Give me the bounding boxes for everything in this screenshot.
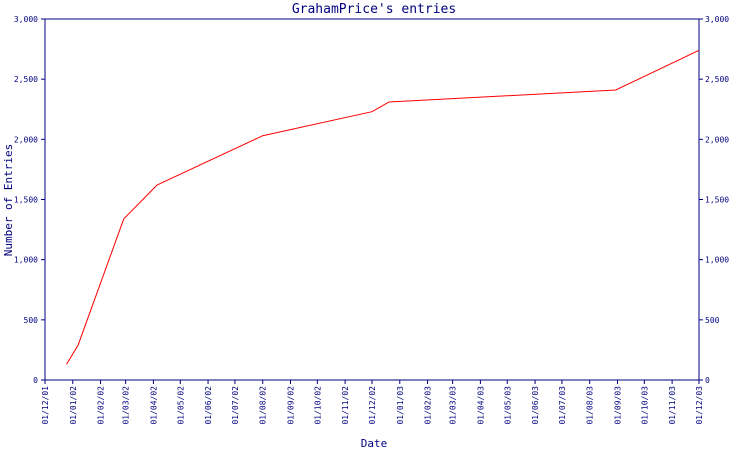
y-tick-label-right: 2,000 xyxy=(705,135,729,144)
x-tick-label: 01/10/02 xyxy=(313,386,322,425)
y-tick-label-right: 2,500 xyxy=(705,75,729,84)
y-tick-label-right: 0 xyxy=(705,376,710,385)
y-tick-label-right: 1,500 xyxy=(705,196,729,205)
x-tick-label: 01/06/02 xyxy=(204,386,213,425)
x-tick-label: 01/05/02 xyxy=(176,386,185,425)
x-tick-label: 01/03/02 xyxy=(122,386,131,425)
x-tick-label: 01/09/02 xyxy=(286,386,295,425)
y-tick-label-left: 2,500 xyxy=(14,75,38,84)
x-tick-label: 01/07/03 xyxy=(558,386,567,425)
x-tick-label: 01/12/03 xyxy=(695,386,704,425)
x-tick-label: 01/12/02 xyxy=(368,386,377,425)
x-tick-label: 01/05/03 xyxy=(503,386,512,425)
y-tick-label-right: 500 xyxy=(705,316,720,325)
x-tick-label: 01/09/03 xyxy=(613,386,622,425)
y-tick-label-left: 1,000 xyxy=(14,256,38,265)
x-tick-label: 01/08/02 xyxy=(259,386,268,425)
y-tick-label-left: 500 xyxy=(24,316,39,325)
y-axis-label: Number of Entries xyxy=(2,144,15,257)
x-tick-label: 01/11/02 xyxy=(341,386,350,425)
x-axis-label: Date xyxy=(361,437,388,450)
series-line xyxy=(66,49,700,365)
y-tick-label-right: 1,000 xyxy=(705,256,729,265)
y-tick-label-right: 3,000 xyxy=(705,15,729,24)
x-tick-label: 01/10/03 xyxy=(640,386,649,425)
y-tick-label-left: 2,000 xyxy=(14,135,38,144)
x-tick-label: 01/02/02 xyxy=(97,386,106,425)
x-tick-label: 01/04/02 xyxy=(149,386,158,425)
y-tick-label-left: 3,000 xyxy=(14,15,38,24)
x-tick-label: 01/03/03 xyxy=(449,386,458,425)
x-tick-label: 01/07/02 xyxy=(231,386,240,425)
series-group xyxy=(66,49,700,365)
x-tick-label: 01/01/03 xyxy=(396,386,405,425)
x-axis: 01/12/01 01/01/02 01/02/02 01/03/02 01/04/02… xyxy=(41,380,704,425)
y-axis-left: 0 500 1,000 1,500 2,000 2,500 3,000 xyxy=(14,15,45,385)
chart-title: GrahamPrice's entries xyxy=(292,2,456,17)
y-tick-label-left: 0 xyxy=(33,376,38,385)
x-tick-label: 01/04/03 xyxy=(476,386,485,425)
x-tick-label: 01/08/03 xyxy=(586,386,595,425)
x-tick-label: 01/02/03 xyxy=(424,386,433,425)
x-tick-label: 01/06/03 xyxy=(531,386,540,425)
x-tick-label: 01/01/02 xyxy=(69,386,78,425)
y-axis-right: 0 500 1,000 1,500 2,000 2,500 3,000 xyxy=(699,15,729,385)
x-tick-label: 01/11/03 xyxy=(668,386,677,425)
y-tick-label-left: 1,500 xyxy=(14,196,38,205)
x-tick-label: 01/12/01 xyxy=(41,386,50,425)
